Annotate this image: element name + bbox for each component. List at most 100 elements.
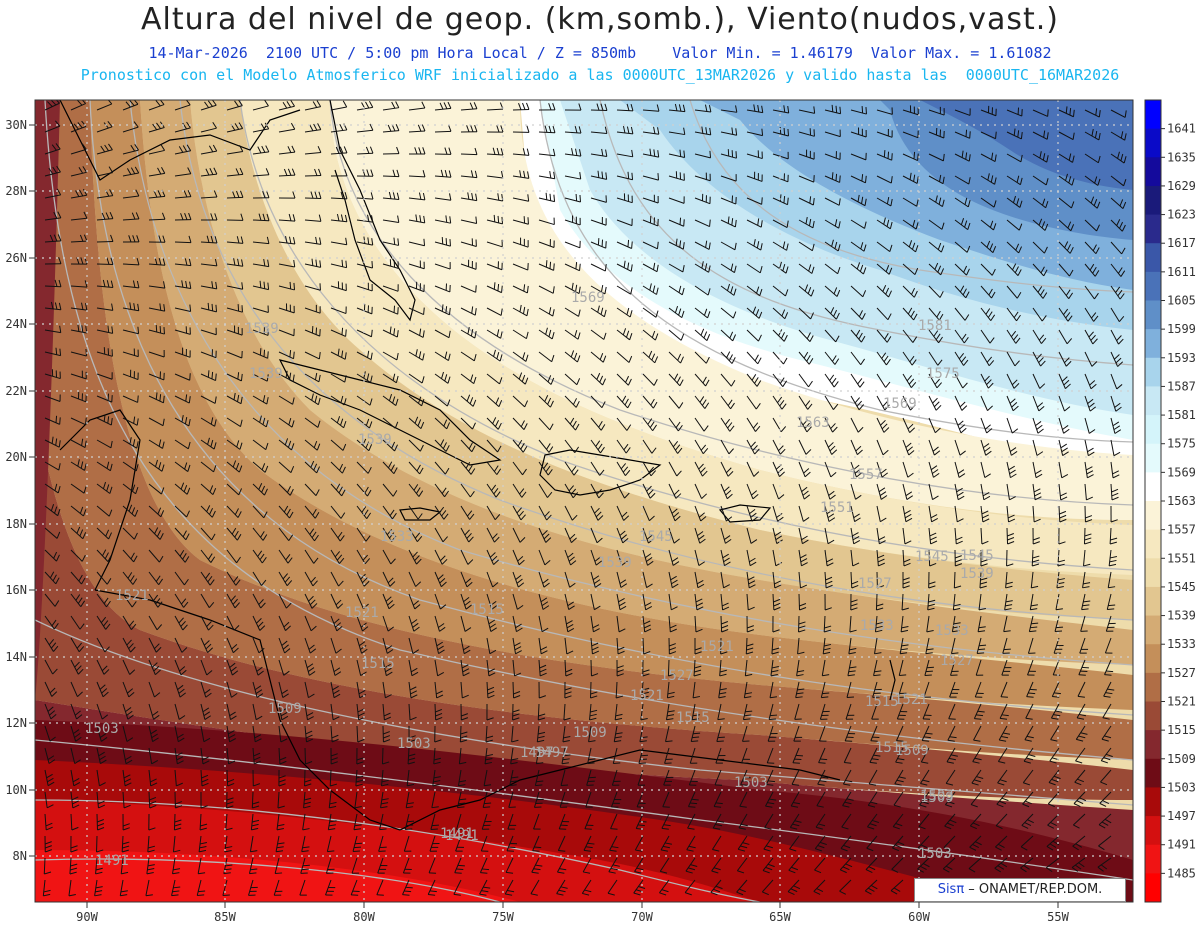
wind-barb — [460, 102, 478, 111]
colorbar-swatch — [1145, 672, 1161, 702]
wind-barb — [815, 813, 826, 830]
wind-barb — [902, 240, 919, 253]
wind-barb — [148, 549, 164, 563]
wind-barb — [1031, 549, 1040, 567]
wind-barb — [876, 395, 890, 411]
contour-label: 1533 — [860, 618, 894, 634]
wind-barb — [687, 791, 699, 808]
wind-barb — [796, 659, 805, 677]
wind-barb — [174, 373, 191, 381]
wind-barb — [997, 769, 1008, 786]
wind-barb — [356, 214, 374, 223]
wind-barb — [356, 261, 373, 269]
wind-barb — [200, 637, 214, 653]
wind-barb — [746, 218, 763, 228]
wind-barb — [947, 725, 957, 742]
wind-barb — [512, 483, 527, 498]
wind-barb — [876, 284, 892, 298]
wind-barb — [876, 483, 888, 500]
wind-barb — [512, 216, 529, 225]
wind-barb — [252, 681, 264, 698]
wind-barb — [772, 549, 783, 567]
forecast-time-subtitle: 14-Mar-2026 2100 UTC / 5:00 pm Hora Loca… — [148, 44, 1052, 62]
wind-barb — [902, 263, 919, 275]
wind-barb — [430, 813, 439, 830]
wind-barb — [590, 637, 600, 655]
wind-barb — [304, 100, 322, 111]
wind-barb — [278, 483, 294, 496]
wind-barb — [96, 325, 114, 334]
wind-barb — [1027, 637, 1036, 654]
contour-label: 1515 — [676, 710, 710, 726]
wind-barb — [1006, 373, 1020, 389]
wind-barb — [200, 144, 218, 155]
wind-barb — [302, 813, 310, 831]
wind-barb — [770, 659, 779, 677]
wind-barb — [564, 350, 581, 363]
wind-barb — [252, 659, 264, 676]
wind-barb — [850, 329, 866, 343]
wind-barb — [460, 192, 478, 202]
wind-barb — [43, 857, 52, 875]
wind-barb — [1110, 197, 1127, 209]
wind-barb — [460, 259, 477, 270]
wind-barb — [538, 239, 555, 248]
wind-barb — [96, 347, 113, 357]
wind-barb — [148, 166, 166, 177]
wind-barb — [486, 171, 504, 179]
wind-barb — [691, 703, 700, 721]
wind-barb — [252, 439, 269, 451]
wind-barb — [304, 681, 315, 699]
wind-barb — [902, 351, 917, 366]
wind-barb — [1028, 615, 1039, 633]
wind-barb — [954, 461, 966, 478]
contour-label: 1515 — [875, 740, 909, 756]
wind-barb — [70, 835, 78, 853]
colorbar-level-label: 1629 — [1167, 179, 1196, 193]
wind-barb — [252, 122, 270, 133]
wind-barb — [1004, 593, 1013, 611]
wind-barb — [382, 101, 400, 111]
wind-barb — [642, 241, 659, 250]
wind-barb — [538, 327, 555, 340]
wind-barb — [536, 725, 546, 743]
wind-barb — [148, 392, 165, 404]
wind-barb — [768, 703, 778, 721]
wind-barb — [200, 681, 212, 698]
wind-barb — [1055, 593, 1063, 611]
wind-barb — [482, 791, 492, 809]
wind-barb — [538, 505, 552, 521]
wind-barb — [928, 307, 944, 321]
wind-barb — [330, 237, 348, 246]
wind-barb — [460, 238, 477, 247]
wind-barb — [96, 414, 113, 426]
wind-barb — [408, 549, 422, 565]
wind-barb — [746, 351, 762, 365]
wind-barb — [616, 593, 627, 611]
wind-barb — [694, 150, 712, 159]
wind-barb — [1030, 571, 1039, 589]
wind-barb — [928, 439, 941, 456]
wind-barb — [330, 191, 348, 200]
wind-barb — [226, 100, 243, 111]
wind-barb — [512, 148, 530, 156]
wind-barb — [278, 191, 296, 199]
wind-barb — [954, 241, 971, 253]
wind-barb — [538, 125, 556, 134]
wind-barb — [44, 143, 61, 155]
wind-barb — [954, 197, 971, 208]
wind-barb — [564, 172, 582, 180]
wind-barb — [96, 505, 113, 517]
wind-barb — [690, 725, 701, 743]
wind-barb — [917, 835, 930, 852]
lat-label: 20N — [5, 450, 27, 464]
wind-barb — [557, 835, 566, 852]
wind-barb — [772, 373, 788, 387]
wind-barb — [1084, 241, 1100, 255]
wind-barb — [1032, 218, 1049, 231]
wind-barb — [486, 239, 503, 248]
wind-barb — [408, 349, 425, 361]
wind-barb — [148, 281, 166, 289]
wind-barb — [814, 835, 827, 852]
